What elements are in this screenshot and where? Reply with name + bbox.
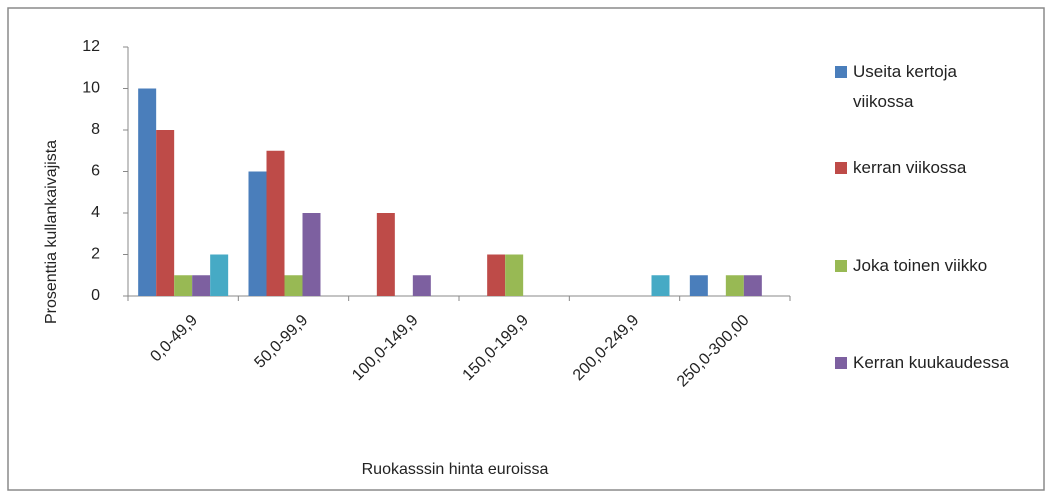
- legend-item: kerran viikossa: [835, 153, 1010, 183]
- bar: [505, 254, 524, 296]
- legend-label: Kerran kuukaudessa: [853, 353, 1009, 372]
- bar: [412, 275, 431, 296]
- bar: [192, 275, 211, 296]
- bar: [487, 254, 506, 296]
- legend-item: Joka toinen viikko: [835, 251, 1010, 281]
- y-tick-label: 4: [91, 204, 100, 221]
- legend-swatch: [835, 66, 847, 78]
- legend-label: Joka toinen viikko: [853, 256, 988, 275]
- y-axis-label: Prosenttia kullankaivajista: [43, 140, 60, 324]
- bar: [174, 275, 193, 296]
- bar: [725, 275, 744, 296]
- legend-item: Kerran kuukaudessa: [835, 348, 1010, 378]
- legend-swatch: [835, 162, 847, 174]
- bar: [138, 88, 157, 296]
- bar: [743, 275, 762, 296]
- y-tick-label: 0: [91, 287, 100, 304]
- legend-label: Useita kertoja viikossa: [853, 62, 957, 111]
- bar: [651, 275, 670, 296]
- y-tick-label: 2: [91, 246, 100, 263]
- bar: [689, 275, 708, 296]
- legend-item: Useita kertoja viikossa: [835, 57, 1010, 117]
- y-tick-label: 6: [91, 163, 100, 180]
- bar: [302, 213, 321, 296]
- legend-swatch: [835, 357, 847, 369]
- bar: [376, 213, 395, 296]
- bar: [248, 171, 267, 296]
- chart-frame: [7, 7, 1045, 491]
- bar: [156, 130, 175, 296]
- y-tick-label: 12: [82, 38, 100, 55]
- bar: [266, 150, 285, 296]
- legend-swatch: [835, 260, 847, 272]
- legend-label: kerran viikossa: [853, 158, 967, 177]
- y-tick-label: 8: [91, 121, 100, 138]
- bar: [210, 254, 229, 296]
- x-axis-label: Ruokasssin hinta euroissa: [362, 461, 549, 478]
- bar: [284, 275, 303, 296]
- y-tick-label: 10: [82, 80, 100, 97]
